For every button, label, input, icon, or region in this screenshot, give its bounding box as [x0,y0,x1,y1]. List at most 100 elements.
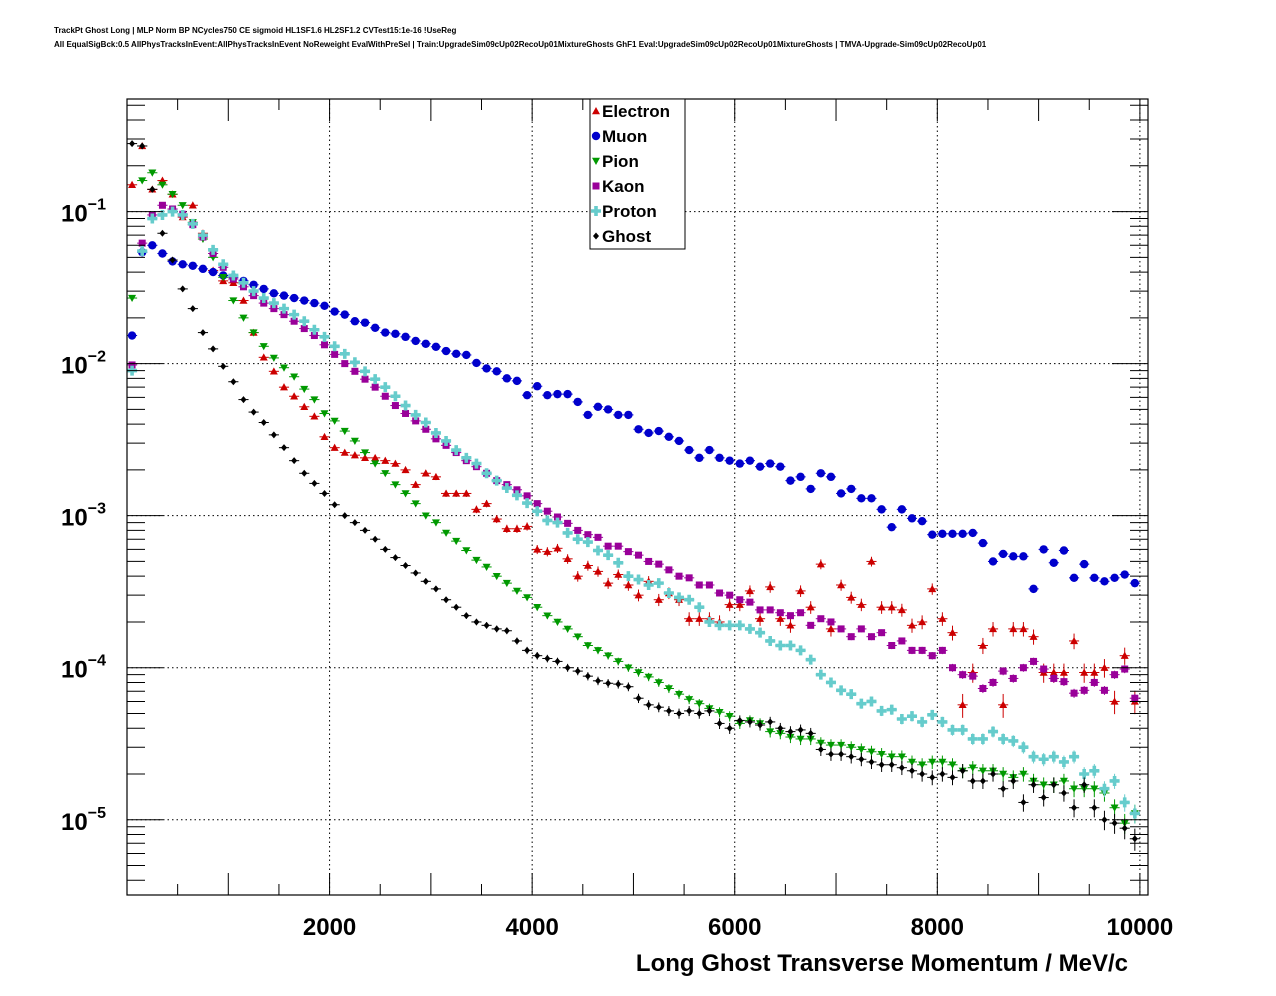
data-point [959,671,967,679]
data-point [989,624,998,633]
data-point [1100,577,1109,586]
data-point [928,758,937,766]
data-point [199,329,206,337]
data-point [1070,689,1078,697]
data-point [938,529,947,538]
data-point [846,689,857,700]
data-point [1120,570,1129,579]
data-point [744,623,755,634]
data-point [836,489,846,498]
data-point [745,586,754,595]
data-point [380,382,391,393]
data-point [938,646,946,654]
data-point [1110,573,1119,583]
data-point [513,486,521,494]
data-point [370,374,381,385]
data-point [866,696,877,707]
data-point [948,761,957,769]
data-point [391,481,400,489]
data-point [392,554,399,562]
data-point [562,527,573,538]
data-point [797,726,804,734]
data-point [816,469,826,478]
data-point [1130,578,1140,588]
data-point [716,719,723,727]
data-point [918,617,927,626]
data-point [330,443,339,451]
data-point [1131,694,1139,702]
x-tick-label: 6000 [708,914,761,941]
data-point [675,572,683,580]
data-point [746,718,753,726]
data-point [534,652,541,660]
data-point [582,537,593,548]
data-point [745,456,755,465]
data-point [573,633,582,641]
data-point [989,678,997,686]
data-point [695,614,704,622]
data-point [239,314,248,322]
data-point [443,596,450,604]
data-point [493,625,500,633]
data-point [786,612,794,620]
data-point [594,533,602,541]
data-point [1099,783,1110,794]
data-point [868,758,875,766]
data-point [340,310,349,319]
data-point [230,378,237,386]
data-point [420,417,431,428]
data-point [724,620,735,631]
data-point [512,524,521,532]
data-point [471,458,482,469]
data-point [1038,754,1049,765]
data-point [329,341,340,352]
data-point [837,625,845,633]
data-point [350,317,360,326]
data-point [483,621,490,629]
data-point [197,230,208,241]
data-point [857,600,866,608]
data-point [1111,819,1118,827]
data-point [290,373,299,381]
data-point [421,469,430,477]
data-point [502,579,511,588]
data-point [807,729,814,737]
data-point [442,489,451,497]
data-point [157,209,168,220]
data-point [422,577,429,585]
data-point [725,712,734,721]
data-point [351,367,359,375]
data-point [1060,678,1068,686]
data-point [837,580,846,589]
data-point [1091,804,1098,812]
data-point [705,445,714,455]
legend-entry-muon: Muon [591,127,647,146]
data-point [1069,751,1080,762]
data-point [604,542,612,550]
data-point [219,274,228,282]
data-point [574,667,581,675]
data-point [250,408,257,416]
data-point [339,348,350,359]
data-point [564,664,571,672]
data-point [442,529,451,537]
data-point [371,383,379,391]
data-point [604,579,613,587]
data-point [825,677,836,688]
data-point [1100,663,1109,671]
data-point [603,405,613,414]
data-point [523,522,532,530]
data-point [714,620,725,631]
data-point [330,307,339,316]
data-point [432,585,439,593]
data-point [401,465,410,474]
data-point [796,472,805,482]
data-point [390,391,401,402]
data-point [260,418,267,426]
data-point [907,514,917,523]
data-point [1110,804,1119,812]
data-point [522,390,532,400]
data-point [289,293,299,303]
x-tick-label: 2000 [303,914,356,941]
data-point [452,489,461,497]
